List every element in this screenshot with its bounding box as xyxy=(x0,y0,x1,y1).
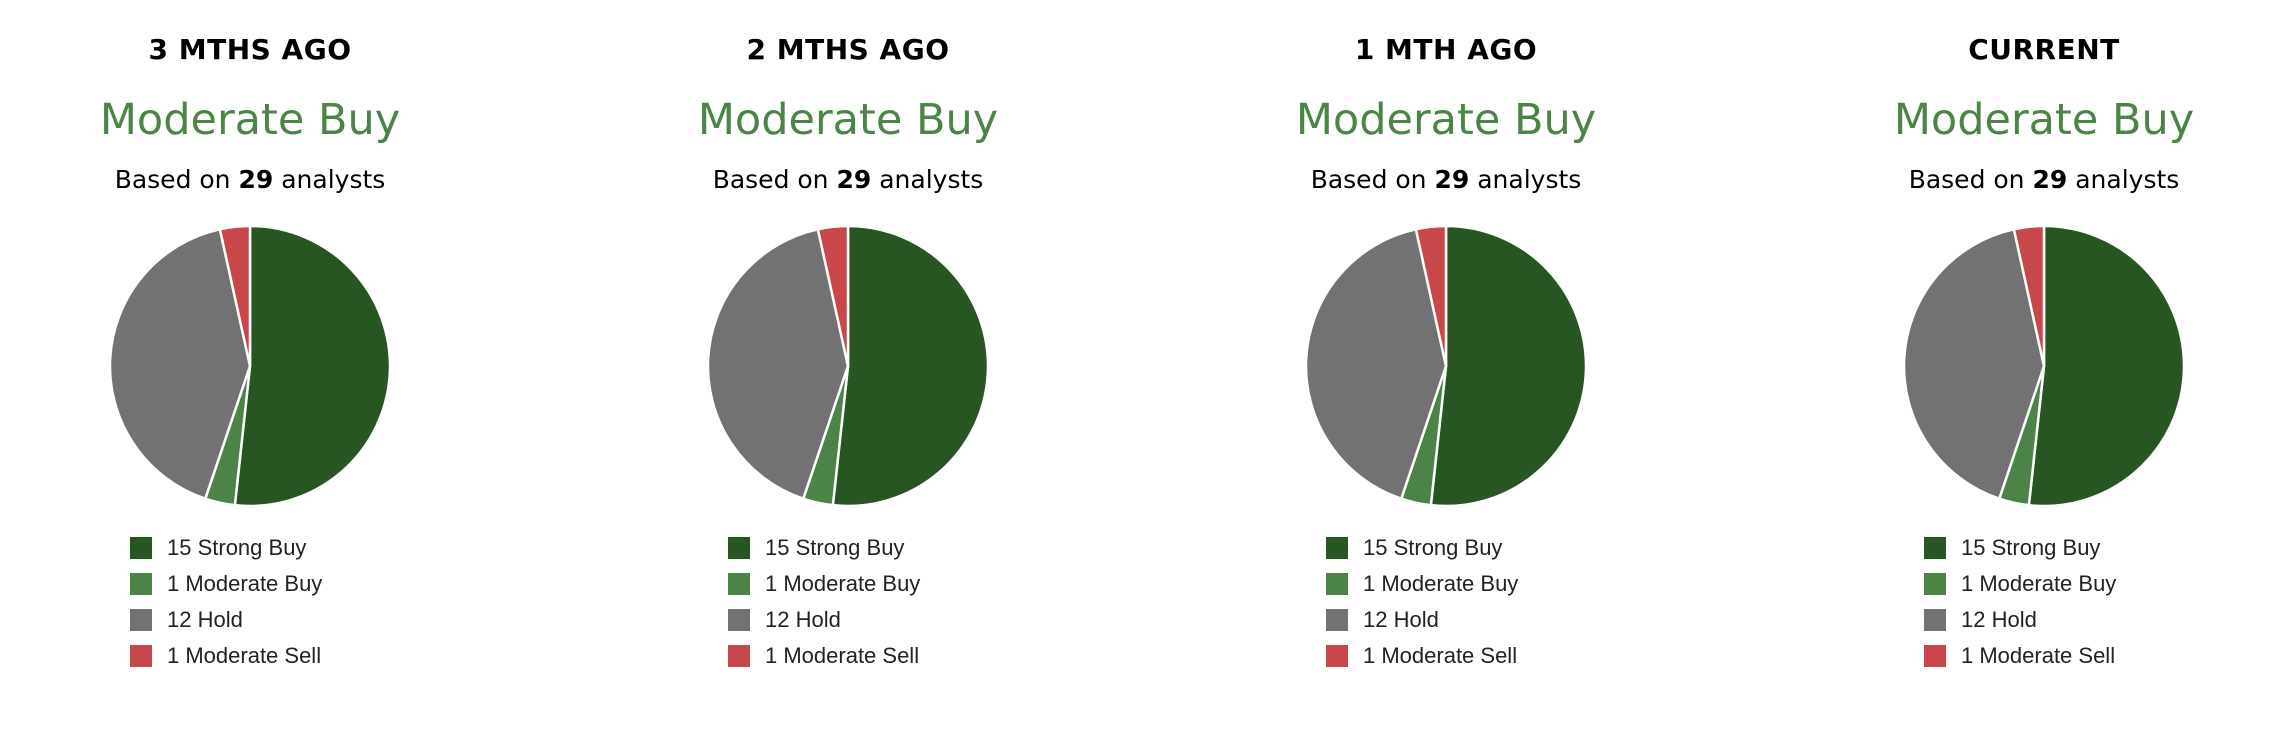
legend-swatch-hold xyxy=(728,609,750,631)
legend-swatch-moderate-buy xyxy=(728,573,750,595)
analyst-count: 29 xyxy=(2032,165,2068,194)
legend-item-strong-buy[interactable]: 15 Strong Buy xyxy=(1924,530,2116,566)
pie-chart xyxy=(706,224,990,508)
analyst-count-line: Based on 29 analysts xyxy=(40,162,460,198)
pie-slice-strong-buy[interactable] xyxy=(1429,224,1588,508)
consensus-rating: Moderate Buy xyxy=(697,95,999,145)
legend-swatch-moderate-sell xyxy=(728,645,750,667)
legend-label-moderate-buy: 1 Moderate Buy xyxy=(1363,571,1519,596)
legend-label-hold: 12 Hold xyxy=(167,607,243,632)
pie-slice-hold[interactable] xyxy=(108,228,252,500)
period-title: CURRENT xyxy=(1968,33,2120,66)
legend-swatch-strong-buy xyxy=(1924,537,1946,559)
pie-slice-strong-buy[interactable] xyxy=(831,224,990,508)
legend-swatch-moderate-sell xyxy=(1924,645,1946,667)
legend-item-strong-buy[interactable]: 15 Strong Buy xyxy=(1326,530,1518,566)
consensus-rating: Moderate Buy xyxy=(1295,95,1597,145)
chart-legend: 15 Strong Buy 1 Moderate Buy 12 Hold 1 M… xyxy=(1924,530,2116,674)
pie-slice-strong-buy[interactable] xyxy=(2027,224,2186,508)
legend-swatch-strong-buy xyxy=(728,537,750,559)
legend-item-moderate-buy[interactable]: 1 Moderate Buy xyxy=(130,566,322,602)
consensus-rating: Moderate Buy xyxy=(99,95,401,145)
based-on-prefix: Based on xyxy=(1908,165,2025,194)
based-on-suffix: analysts xyxy=(2075,165,2180,194)
legend-label-moderate-sell: 1 Moderate Sell xyxy=(167,643,322,668)
based-on-prefix: Based on xyxy=(712,165,829,194)
analyst-count-line: Based on 29 analysts xyxy=(1236,162,1656,198)
pie-chart xyxy=(108,224,392,508)
pie-slice-moderate-sell[interactable] xyxy=(816,224,850,368)
pie-slice-moderate-sell[interactable] xyxy=(2012,224,2046,368)
based-on-prefix: Based on xyxy=(1310,165,1427,194)
chart-legend: 15 Strong Buy 1 Moderate Buy 12 Hold 1 M… xyxy=(1326,530,1518,674)
pie-slice-strong-buy[interactable] xyxy=(233,224,392,508)
legend-swatch-moderate-sell xyxy=(1326,645,1348,667)
legend-label-hold: 12 Hold xyxy=(1363,607,1439,632)
legend-label-moderate-sell: 1 Moderate Sell xyxy=(1961,643,2116,668)
legend-item-moderate-sell[interactable]: 1 Moderate Sell xyxy=(130,638,322,674)
pie-slice-hold[interactable] xyxy=(706,228,850,500)
legend-swatch-hold xyxy=(1326,609,1348,631)
pie-slice-moderate-sell[interactable] xyxy=(1414,224,1448,368)
legend-label-strong-buy: 15 Strong Buy xyxy=(167,535,307,560)
based-on-suffix: analysts xyxy=(281,165,386,194)
panel-current: CURRENT Moderate Buy Based on 29 analyst… xyxy=(1834,0,2254,730)
legend-label-moderate-buy: 1 Moderate Buy xyxy=(167,571,323,596)
analyst-count: 29 xyxy=(238,165,274,194)
legend-swatch-strong-buy xyxy=(1326,537,1348,559)
legend-swatch-moderate-buy xyxy=(130,573,152,595)
pie-slice-moderate-sell[interactable] xyxy=(218,224,252,368)
legend-item-hold[interactable]: 12 Hold xyxy=(728,602,920,638)
panel-2-months-ago: 2 MTHS AGO Moderate Buy Based on 29 anal… xyxy=(638,0,1058,730)
analyst-count: 29 xyxy=(1434,165,1470,194)
panel-3-months-ago: 3 MTHS AGO Moderate Buy Based on 29 anal… xyxy=(40,0,460,730)
period-title: 1 MTH AGO xyxy=(1354,33,1538,66)
legend-item-moderate-sell[interactable]: 1 Moderate Sell xyxy=(1326,638,1518,674)
legend-item-moderate-buy[interactable]: 1 Moderate Buy xyxy=(1326,566,1518,602)
legend-label-moderate-buy: 1 Moderate Buy xyxy=(1961,571,2117,596)
chart-legend: 15 Strong Buy 1 Moderate Buy 12 Hold 1 M… xyxy=(728,530,920,674)
panel-1-month-ago: 1 MTH AGO Moderate Buy Based on 29 analy… xyxy=(1236,0,1656,730)
chart-legend: 15 Strong Buy 1 Moderate Buy 12 Hold 1 M… xyxy=(130,530,322,674)
legend-item-moderate-buy[interactable]: 1 Moderate Buy xyxy=(1924,566,2116,602)
pie-slice-hold[interactable] xyxy=(1902,228,2046,500)
legend-item-hold[interactable]: 12 Hold xyxy=(130,602,322,638)
legend-label-hold: 12 Hold xyxy=(1961,607,2037,632)
legend-label-moderate-sell: 1 Moderate Sell xyxy=(765,643,920,668)
legend-swatch-hold xyxy=(1924,609,1946,631)
pie-chart xyxy=(1304,224,1588,508)
legend-label-strong-buy: 15 Strong Buy xyxy=(765,535,905,560)
based-on-prefix: Based on xyxy=(114,165,231,194)
legend-item-strong-buy[interactable]: 15 Strong Buy xyxy=(130,530,322,566)
legend-label-moderate-buy: 1 Moderate Buy xyxy=(765,571,921,596)
period-title: 3 MTHS AGO xyxy=(148,33,352,66)
legend-item-hold[interactable]: 12 Hold xyxy=(1326,602,1518,638)
legend-item-moderate-buy[interactable]: 1 Moderate Buy xyxy=(728,566,920,602)
analyst-count-line: Based on 29 analysts xyxy=(638,162,1058,198)
legend-swatch-moderate-buy xyxy=(1326,573,1348,595)
legend-swatch-hold xyxy=(130,609,152,631)
legend-item-hold[interactable]: 12 Hold xyxy=(1924,602,2116,638)
based-on-suffix: analysts xyxy=(879,165,984,194)
analyst-count: 29 xyxy=(836,165,872,194)
analyst-count-line: Based on 29 analysts xyxy=(1834,162,2254,198)
legend-swatch-moderate-sell xyxy=(130,645,152,667)
legend-label-moderate-sell: 1 Moderate Sell xyxy=(1363,643,1518,668)
legend-label-strong-buy: 15 Strong Buy xyxy=(1961,535,2101,560)
pie-chart xyxy=(1902,224,2186,508)
legend-item-strong-buy[interactable]: 15 Strong Buy xyxy=(728,530,920,566)
legend-item-moderate-sell[interactable]: 1 Moderate Sell xyxy=(1924,638,2116,674)
legend-label-strong-buy: 15 Strong Buy xyxy=(1363,535,1503,560)
consensus-rating: Moderate Buy xyxy=(1893,95,2195,145)
legend-label-hold: 12 Hold xyxy=(765,607,841,632)
legend-swatch-strong-buy xyxy=(130,537,152,559)
legend-swatch-moderate-buy xyxy=(1924,573,1946,595)
legend-item-moderate-sell[interactable]: 1 Moderate Sell xyxy=(728,638,920,674)
period-title: 2 MTHS AGO xyxy=(746,33,950,66)
based-on-suffix: analysts xyxy=(1477,165,1582,194)
pie-slice-hold[interactable] xyxy=(1304,228,1448,500)
